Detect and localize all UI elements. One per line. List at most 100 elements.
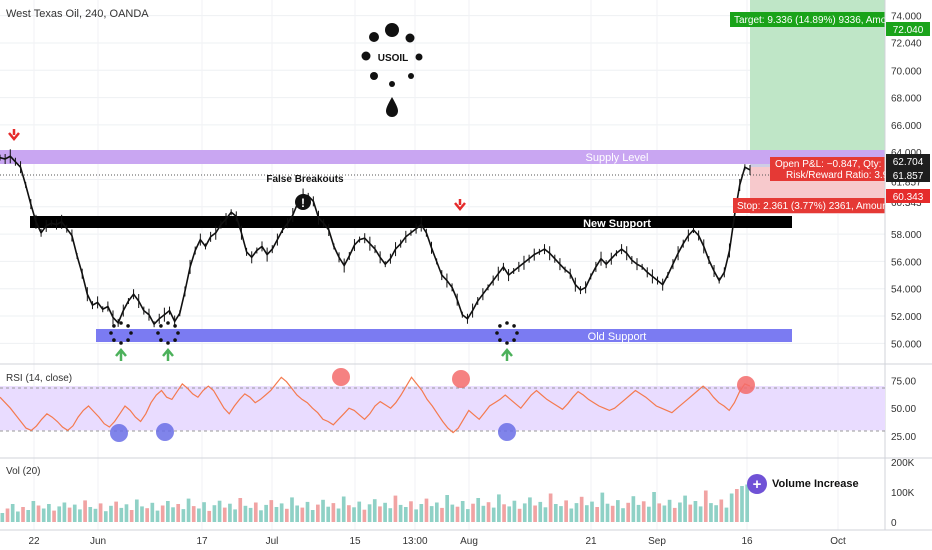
ring-dot xyxy=(156,331,160,335)
volume-bar xyxy=(429,506,434,522)
volume-bar xyxy=(398,504,403,522)
rsi-markers xyxy=(110,368,755,442)
volume-bar xyxy=(672,507,677,522)
time-tick-label: 22 xyxy=(28,536,40,547)
volume-bar xyxy=(378,506,382,522)
volume-bar xyxy=(512,500,517,522)
down-arrow-icon xyxy=(8,129,20,141)
volume-bar xyxy=(574,503,579,522)
volume-bar xyxy=(10,504,15,522)
volume-bar xyxy=(491,507,496,522)
volume-bar xyxy=(52,510,56,522)
volume-bar xyxy=(300,507,305,522)
svg-text:72.040: 72.040 xyxy=(893,25,924,36)
volume-bar xyxy=(124,504,129,522)
price-tick-label: 50.000 xyxy=(891,339,922,350)
price-tick-label: 54.000 xyxy=(891,285,922,296)
volume-bar xyxy=(72,504,77,522)
plus-icon xyxy=(747,474,767,494)
volume-bar xyxy=(652,492,656,522)
supply-zone xyxy=(0,150,885,164)
price-tick-label: 61.857 xyxy=(891,177,922,188)
svg-text:61.857: 61.857 xyxy=(893,171,924,182)
volume-bar xyxy=(657,503,662,522)
volume-tick-label: 0 xyxy=(891,518,897,529)
volume-bar xyxy=(186,498,191,522)
volume-bar xyxy=(564,500,568,522)
volume-bar xyxy=(166,501,170,522)
volume-bar xyxy=(140,506,144,522)
volume-bar xyxy=(347,505,351,522)
volume-bar xyxy=(321,499,325,522)
volume-bar xyxy=(134,499,139,522)
volume-bar xyxy=(393,495,398,522)
volume-bar xyxy=(693,501,698,522)
price-tick-label: 58.000 xyxy=(891,230,922,241)
volume-bar xyxy=(388,508,393,522)
time-tick-label: 21 xyxy=(585,536,597,547)
volume-bar xyxy=(62,502,67,522)
volume-bar xyxy=(176,504,181,522)
price-tick-label: 60.343 xyxy=(891,198,922,209)
rsi-oversold-marker xyxy=(498,423,516,441)
volume-bar xyxy=(341,496,346,522)
time-tick-label: 13:00 xyxy=(402,536,427,547)
ring-dot xyxy=(166,321,170,325)
volume-bar xyxy=(181,509,186,522)
rsi-oversold-marker xyxy=(110,424,128,442)
volume-bar xyxy=(600,492,605,522)
stop-label: Stop: 2.361 (3.77%) 2361, Amour xyxy=(737,201,886,212)
volume-bar xyxy=(636,504,641,522)
rsi-tick-label: 25.00 xyxy=(891,432,916,443)
rsi-overbought-marker xyxy=(332,368,350,386)
svg-text:+: + xyxy=(753,476,762,493)
volume-bar xyxy=(197,508,201,522)
old-support-label: Old Support xyxy=(588,331,647,343)
time-tick-label: Aug xyxy=(460,536,478,547)
volume-bar xyxy=(590,501,594,522)
volume-bar xyxy=(471,503,475,522)
rsi-series xyxy=(0,376,751,434)
volume-bar xyxy=(357,501,362,522)
volume-bar xyxy=(621,508,625,522)
volume-bar xyxy=(253,502,258,522)
volume-bar xyxy=(647,506,651,522)
volume-bar xyxy=(481,505,486,522)
volume-bar xyxy=(119,507,124,522)
rsi-overbought-marker xyxy=(737,376,755,394)
volume-tick-label: 100K xyxy=(891,488,915,499)
risk-reward-label: Risk/Reward Ratio: 3.9 xyxy=(786,170,889,181)
volume-bar xyxy=(26,510,31,522)
rsi-band xyxy=(0,386,885,431)
target-label: Target: 9.336 (14.89%) 9336, Amo xyxy=(734,15,887,26)
volume-bar xyxy=(740,486,744,522)
volume-bar xyxy=(517,508,522,522)
time-axis: 22 Jun 17 Jul 15 13:00 Aug 21 Sep 16 Oct xyxy=(28,536,846,547)
volume-bar xyxy=(129,510,134,522)
volume-bar xyxy=(36,505,41,522)
volume-bar xyxy=(734,489,739,522)
old-support-zone xyxy=(96,329,792,342)
ring-dot xyxy=(495,331,499,335)
volume-bar xyxy=(372,499,377,522)
volume-bar xyxy=(507,506,512,522)
exclamation-icon xyxy=(295,194,311,210)
volume-bar xyxy=(559,506,563,522)
volume-bar xyxy=(714,505,718,522)
volume-bar xyxy=(497,494,501,522)
volume-bar xyxy=(21,507,25,522)
volume-bar xyxy=(16,511,20,522)
time-tick-label: Oct xyxy=(830,536,846,547)
volume-bar xyxy=(434,502,439,522)
ring-dot xyxy=(505,341,509,345)
time-tick-label: 16 xyxy=(741,536,753,547)
ring-dot xyxy=(173,338,177,342)
volume-bar xyxy=(78,509,82,522)
volume-bar xyxy=(207,510,212,522)
price-tick-label: 52.000 xyxy=(891,312,922,323)
ring-dot xyxy=(119,321,123,325)
volume-bar xyxy=(145,508,149,522)
volume-bar xyxy=(171,507,175,522)
volume-bar xyxy=(709,503,713,522)
